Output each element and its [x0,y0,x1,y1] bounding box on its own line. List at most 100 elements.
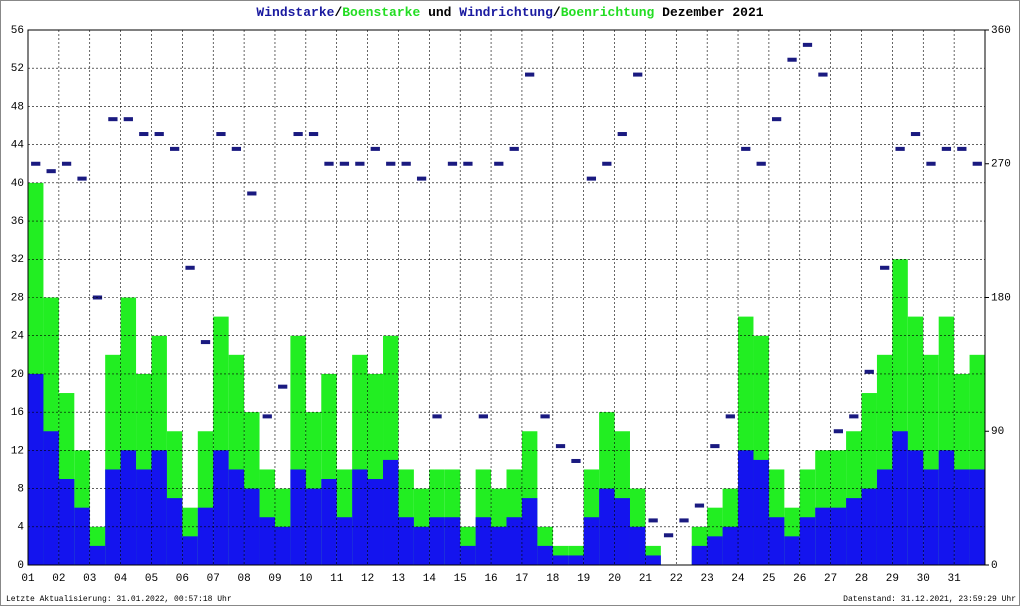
bar [568,555,584,565]
title-part: Windrichtung [459,5,553,20]
bar [799,517,816,565]
direction-point [880,265,890,270]
bar [213,450,229,565]
y-tick-label: 20 [11,369,24,381]
bar [722,526,739,565]
bar [43,431,59,565]
direction-point [216,132,226,137]
bar [614,498,630,565]
direction-point [308,132,319,137]
x-tick-label: 26 [793,573,806,585]
bar [691,545,708,565]
bar [136,469,152,565]
direction-point [910,132,921,137]
bar [506,517,522,565]
bar [383,459,399,565]
x-tick-label: 10 [299,573,312,585]
y-tick-label: 36 [11,216,24,228]
y-tick-label: 52 [11,63,24,75]
y-tick-label: 0 [17,560,24,572]
direction-point [833,429,843,434]
direction-point [633,72,643,77]
direction-point [293,132,303,137]
x-tick-label: 28 [855,573,868,585]
direction-point [31,161,41,166]
direction-point [586,176,597,181]
direction-point [802,42,813,47]
bar [120,450,137,565]
x-tick-label: 31 [948,573,962,585]
direction-point [386,161,396,166]
y-tick-label: 12 [11,445,24,457]
y2-tick-label: 270 [991,159,1011,171]
x-tick-label: 15 [454,573,467,585]
title-part: Windstarke [256,5,334,20]
direction-point [46,169,56,174]
direction-point [602,161,612,166]
bar [815,507,831,565]
bar [583,517,600,565]
direction-point [262,414,272,419]
direction-point [432,414,442,419]
bar [629,526,646,565]
direction-point [756,161,766,166]
direction-point [617,132,627,137]
y-tick-label: 16 [11,407,24,419]
x-tick-label: 12 [361,573,374,585]
y-tick-label: 56 [11,25,24,37]
direction-point [540,414,550,419]
direction-point [571,458,581,463]
bar [645,555,661,565]
y-tick-label: 8 [17,483,24,495]
title-part: Dezember 2021 [654,5,763,20]
x-tick-label: 23 [701,573,714,585]
direction-point [447,161,458,166]
x-tick-label: 02 [52,573,65,585]
x-tick-label: 03 [83,573,96,585]
bar [58,479,75,565]
x-tick-label: 27 [824,573,837,585]
x-tick-label: 16 [484,573,497,585]
direction-point [663,533,674,538]
direction-point [154,132,164,137]
direction-point [339,161,350,166]
title-part: / [334,5,342,20]
x-tick-label: 30 [917,573,930,585]
direction-point [525,72,535,77]
bar [89,545,106,565]
x-tick-label: 08 [237,573,250,585]
direction-point [849,414,859,419]
bar [521,498,538,565]
direction-point [247,191,257,196]
bar [753,459,769,565]
x-tick-label: 04 [114,573,128,585]
bar [444,517,461,565]
y-tick-label: 28 [11,292,24,304]
title-part: / [553,5,561,20]
x-tick-label: 09 [268,573,281,585]
bar [74,507,90,565]
direction-point [725,414,735,419]
y2-tick-label: 360 [991,25,1011,37]
direction-point [771,117,782,122]
bar [954,469,970,565]
bar [259,517,275,565]
direction-point [401,161,411,166]
direction-point [355,161,365,166]
direction-point [895,146,905,151]
y-tick-label: 44 [11,140,25,152]
bar [367,479,384,565]
direction-point [123,117,133,122]
direction-point [231,146,242,151]
bar [707,536,723,565]
direction-point [108,117,118,122]
bar [876,469,893,565]
direction-point [494,161,504,166]
x-tick-label: 19 [577,573,590,585]
direction-point [170,146,180,151]
y-tick-label: 32 [11,254,24,266]
bar [846,498,862,565]
x-tick-label: 06 [176,573,189,585]
bar [830,507,847,565]
bar [460,545,476,565]
